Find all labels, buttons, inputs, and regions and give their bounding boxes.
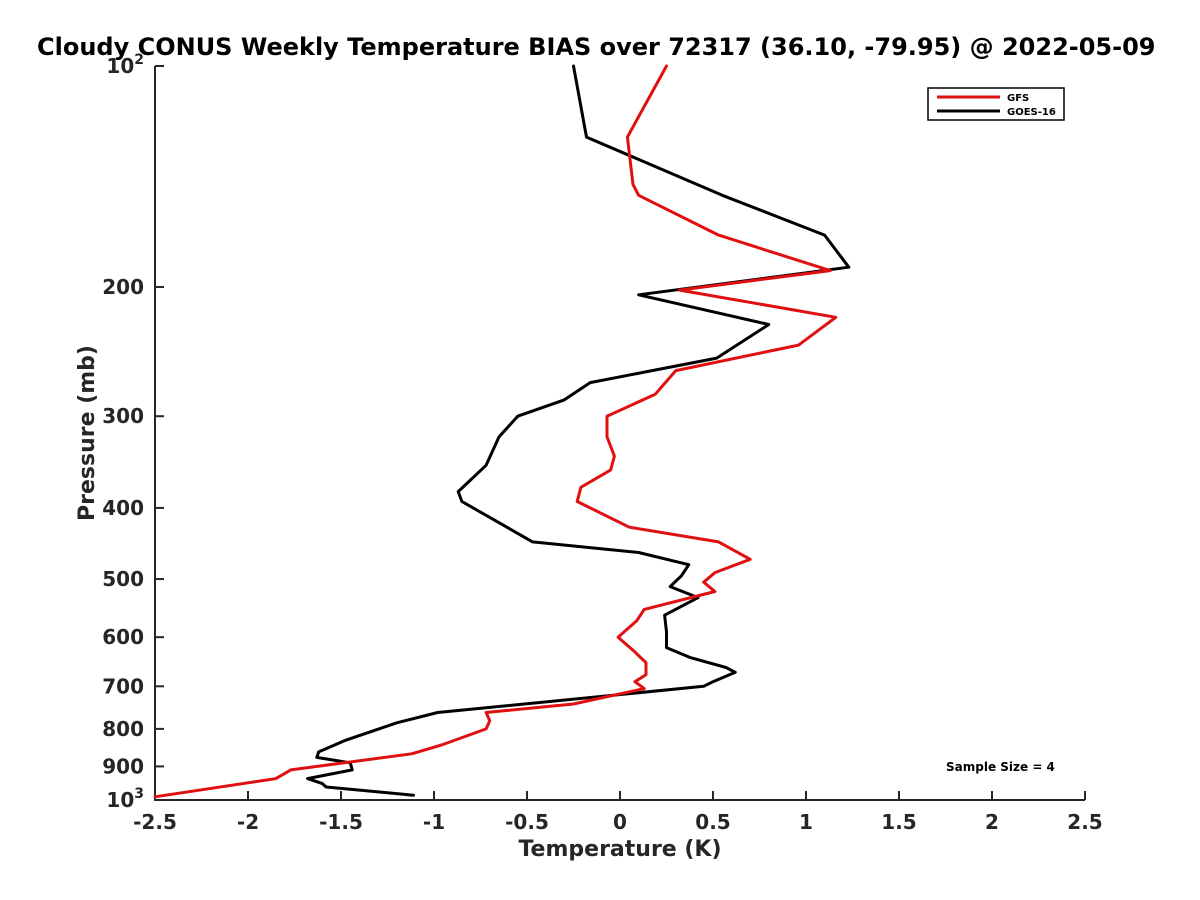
x-tick-label: 1.5	[881, 810, 916, 834]
y-tick-label: 800	[102, 717, 144, 741]
legend-box	[927, 87, 1065, 121]
series-line-gfs	[153, 64, 838, 799]
x-tick-label: 0.5	[695, 810, 730, 834]
sample-size-annotation: Sample Size = 4	[946, 760, 1055, 774]
y-tick-label: 102	[106, 52, 144, 78]
x-tick-label: 0	[613, 810, 627, 834]
y-tick-label: 400	[102, 496, 144, 520]
y-tick-label: 700	[102, 674, 144, 698]
x-tick-label: -0.5	[505, 810, 549, 834]
x-tick-label: -1.5	[319, 810, 363, 834]
legend-label-gfs: GFS	[1007, 93, 1029, 104]
y-tick-label: 103	[106, 786, 144, 812]
x-tick-label: 2	[985, 810, 999, 834]
y-axis-label: Pressure (mb)	[75, 345, 100, 521]
y-tick-label: 600	[102, 625, 144, 649]
x-tick-label: 1	[799, 810, 813, 834]
legend: GFS GOES-16	[927, 87, 1065, 121]
legend-label-goes16: GOES-16	[1007, 107, 1056, 118]
series-line-goes16	[306, 64, 851, 797]
y-tick-label: 500	[102, 567, 144, 591]
y-tick-label: 300	[102, 404, 144, 428]
plot-area: -2.5 -2 -1.5 -1 -0.5 0 0.5 1 1.5 2 2.5 200 300 400 500…	[102, 52, 1102, 834]
y-tick-label: 200	[102, 275, 144, 299]
chart-title: Cloudy CONUS Weekly Temperature BIAS ove…	[37, 33, 1155, 61]
x-tick-label: -1	[423, 810, 445, 834]
axis-lines	[154, 66, 1085, 801]
x-tick-label: -2.5	[133, 810, 177, 834]
x-axis-label: Temperature (K)	[518, 837, 721, 862]
y-tick-label: 900	[102, 754, 144, 778]
x-tick-label: -2	[237, 810, 259, 834]
x-tick-label: 2.5	[1067, 810, 1102, 834]
